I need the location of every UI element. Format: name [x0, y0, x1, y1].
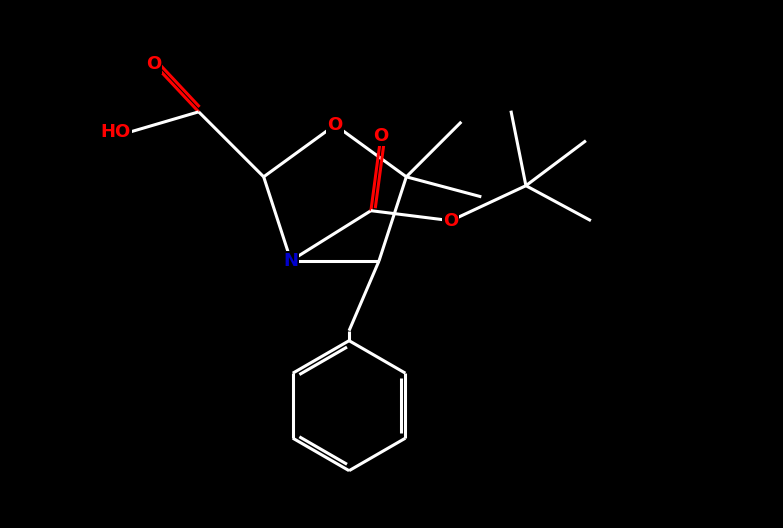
Text: HO: HO	[100, 123, 131, 141]
Text: O: O	[443, 212, 459, 230]
Text: N: N	[283, 252, 298, 270]
Text: O: O	[327, 116, 343, 134]
Text: O: O	[146, 55, 161, 73]
Text: O: O	[373, 127, 388, 145]
